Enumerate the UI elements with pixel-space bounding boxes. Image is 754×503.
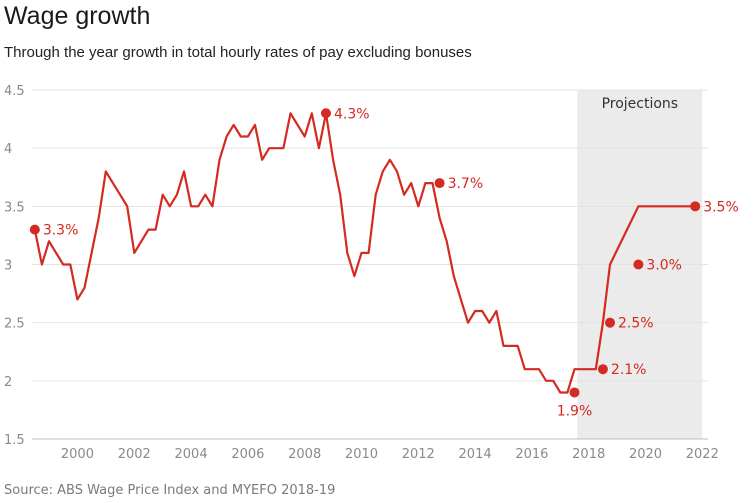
- x-tick-label: 2000: [61, 447, 94, 462]
- x-axis-ticks: 2000 2002 2004 2006 2008 2010 2012 2014 2016 2018…: [61, 447, 719, 462]
- y-tick-label: 4: [4, 142, 12, 157]
- annotation-points: [29, 108, 701, 398]
- series-line: [33, 112, 697, 394]
- data-point: [690, 201, 701, 212]
- x-tick-label: 2018: [572, 447, 605, 462]
- data-label: 4.3%: [334, 106, 370, 122]
- x-tick-label: 2014: [459, 447, 492, 462]
- data-label: 3.7%: [448, 176, 484, 192]
- data-point: [320, 108, 331, 119]
- chart-subtitle: Through the year growth in total hourly …: [4, 44, 472, 61]
- x-tick-label: 2004: [175, 447, 208, 462]
- data-point: [633, 259, 644, 270]
- data-label: 2.1%: [611, 362, 647, 378]
- data-label: 3.3%: [43, 223, 79, 239]
- x-tick-label: 2016: [515, 447, 548, 462]
- annotation-labels: 3.3% 4.3% 3.7% 1.9% 2.1% 2.5% 3.0% 3.5%: [43, 106, 739, 419]
- source-note: Source: ABS Wage Price Index and MYEFO 2…: [4, 483, 336, 498]
- gridlines: [32, 89, 708, 440]
- x-tick-label: 2010: [345, 447, 378, 462]
- data-point: [29, 224, 40, 235]
- data-point: [434, 178, 445, 189]
- y-tick-label: 2: [4, 375, 12, 390]
- y-tick-label: 3: [4, 259, 12, 274]
- x-tick-label: 2012: [402, 447, 435, 462]
- data-label: 3.0%: [646, 258, 682, 274]
- y-axis-ticks: 1.5 2 2.5 3 3.5 4 4.5: [4, 84, 25, 448]
- data-point: [605, 317, 616, 328]
- data-point: [597, 364, 608, 375]
- x-tick-label: 2020: [629, 447, 662, 462]
- x-tick-label: 2008: [288, 447, 321, 462]
- data-label: 3.5%: [703, 199, 739, 215]
- series-line-group: [33, 112, 697, 394]
- y-tick-label: 4.5: [4, 84, 25, 99]
- data-point: [569, 387, 580, 398]
- x-tick-label: 2002: [118, 447, 151, 462]
- data-label: 2.5%: [618, 316, 654, 332]
- y-tick-label: 2.5: [4, 317, 25, 332]
- x-tick-label: 2022: [686, 447, 719, 462]
- y-tick-label: 3.5: [4, 200, 25, 215]
- chart-title: Wage growth: [4, 2, 151, 30]
- y-tick-label: 1.5: [4, 433, 25, 448]
- data-label: 1.9%: [557, 403, 593, 419]
- projection-label: Projections: [602, 96, 679, 112]
- x-tick-label: 2006: [231, 447, 264, 462]
